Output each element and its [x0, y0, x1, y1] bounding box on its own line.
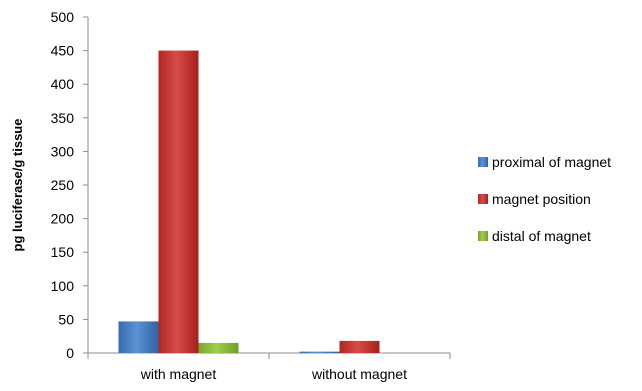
legend-swatch-distal-of-magnet — [478, 231, 488, 241]
y-tick-label: 0 — [66, 345, 74, 361]
legend-swatch-magnet-position — [478, 194, 488, 204]
bar-proximal-of-magnet-without-magnet — [299, 351, 340, 353]
x-category-label: with magnet — [140, 366, 217, 382]
y-tick-label: 200 — [51, 211, 75, 227]
y-tick-label: 100 — [51, 278, 75, 294]
y-tick-label: 250 — [51, 177, 75, 193]
y-tick-label: 350 — [51, 110, 75, 126]
bars — [118, 50, 380, 353]
y-tick-label: 450 — [51, 43, 75, 59]
bar-proximal-of-magnet-with-magnet — [118, 321, 159, 353]
y-tick-label: 300 — [51, 143, 75, 159]
y-tick-label: 400 — [51, 76, 75, 92]
y-tick-label: 150 — [51, 244, 75, 260]
legend-label: proximal of magnet — [492, 154, 611, 170]
axes: 0 50 100 150 200 250 300 350 400 450 500 with magne… — [51, 9, 451, 382]
bar-distal-of-magnet-with-magnet — [198, 342, 239, 353]
legend-label: magnet position — [492, 191, 591, 207]
y-tick-label: 500 — [51, 9, 75, 25]
x-category-label: without magnet — [311, 366, 407, 382]
y-tick-label: 50 — [58, 311, 74, 327]
y-axis-title: pg luciferase/g tissue — [10, 119, 25, 252]
bar-magnet-position-with-magnet — [158, 50, 199, 353]
y-axis-title-group: pg luciferase/g tissue — [10, 119, 25, 252]
legend-swatch-proximal-of-magnet — [478, 157, 488, 167]
legend: proximal of magnet magnet position distal … — [478, 154, 611, 244]
legend-label: distal of magnet — [492, 228, 591, 244]
bar-magnet-position-without-magnet — [339, 340, 380, 353]
